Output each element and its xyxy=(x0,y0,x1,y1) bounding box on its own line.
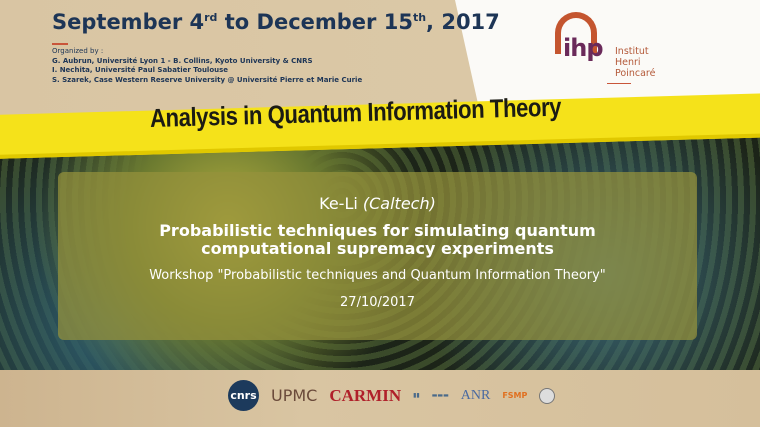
ihp-logo: ihp Institut Henri Poincaré xyxy=(555,12,655,87)
logo-name: Institut Henri Poincaré xyxy=(615,46,656,79)
logo-panel xyxy=(455,0,760,110)
event-dates: September 4rd to December 15th, 2017 xyxy=(52,10,500,34)
sponsor-logos: cnrs UPMC CARMIN ▮▮ ▬▬▬ ANR FSMP xyxy=(228,380,556,411)
fsmp-logo: FSMP xyxy=(502,391,528,400)
anr-logo: ANR xyxy=(460,387,491,403)
footer-background xyxy=(0,370,760,427)
organizer: I. Nechita, Université Paul Sabatier Tou… xyxy=(52,66,229,74)
organizer: S. Szarek, Case Western Reserve Universi… xyxy=(52,75,363,84)
speaker: Ke-Li (Caltech) xyxy=(319,194,436,213)
arch-icon xyxy=(555,12,597,54)
cnrs-logo: cnrs xyxy=(228,380,259,411)
talk-date: 27/10/2017 xyxy=(340,295,415,310)
organizers: Organized by : G. Aubrun, Université Lyo… xyxy=(52,47,362,85)
seal-icon xyxy=(539,387,556,404)
workshop-name: Workshop "Probabilistic techniques and Q… xyxy=(149,268,606,283)
logo-mark: ihp xyxy=(563,34,603,62)
talk-title: Probabilistic techniques for simulating … xyxy=(159,221,596,258)
carmin-logo: CARMIN xyxy=(329,385,402,405)
divider xyxy=(607,83,631,84)
upmc-logo: UPMC xyxy=(271,386,318,405)
sponsor-logo-icon: ▮▮ xyxy=(413,392,420,399)
talk-card: Ke-Li (Caltech) Probabilistic techniques… xyxy=(58,172,697,340)
cargese-logo-icon: ▬▬▬ xyxy=(431,392,449,399)
organizer: G. Aubrun, Université Lyon 1 - B. Collin… xyxy=(52,56,313,65)
divider xyxy=(52,43,68,45)
organized-label: Organized by : xyxy=(52,47,104,55)
